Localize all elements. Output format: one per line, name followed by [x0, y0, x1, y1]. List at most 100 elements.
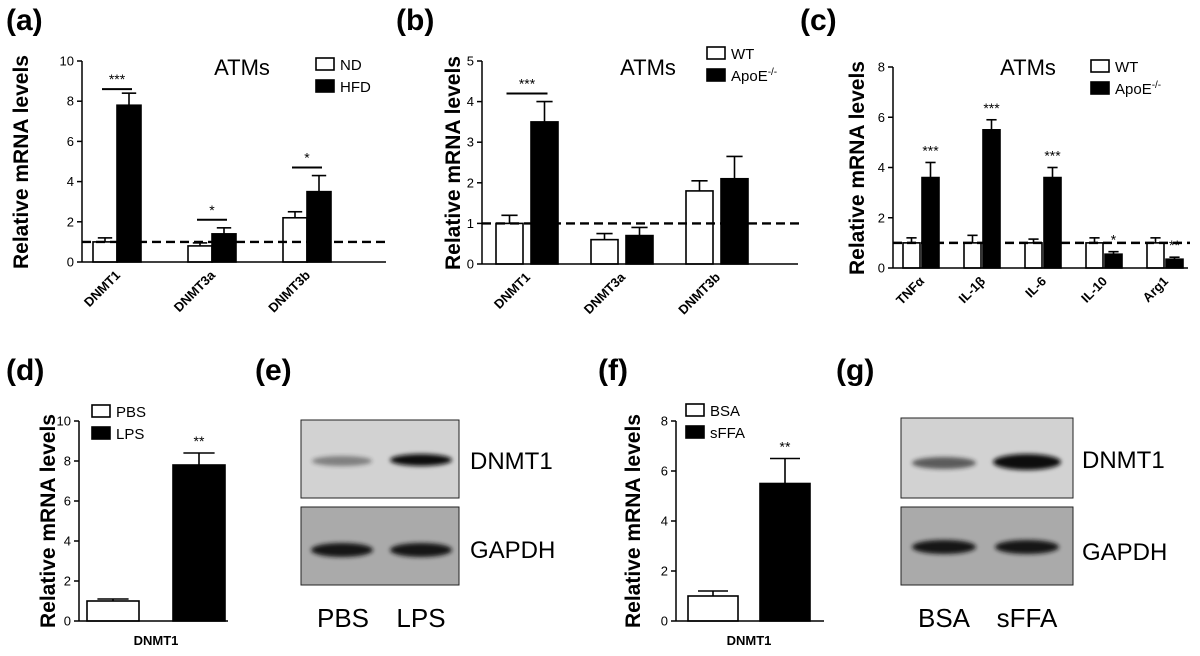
chart-title: ATMs	[214, 55, 270, 80]
legend-swatch	[315, 57, 335, 71]
y-tick-label: 4	[67, 174, 74, 189]
legend-label: ApoE-/-	[1115, 80, 1161, 98]
bar	[86, 600, 140, 622]
y-tick-label: 6	[661, 464, 668, 479]
y-tick-label: 6	[64, 494, 71, 509]
bar	[187, 245, 213, 263]
y-tick-label: 8	[67, 94, 74, 109]
y-axis-label: Relative mRNA levels	[846, 61, 869, 275]
blot-e-lane-label: LPS	[396, 603, 445, 633]
significance-label: ***	[519, 75, 536, 91]
western-blot-e: DNMT1 GAPDH PBS LPS	[300, 419, 555, 633]
legend-swatch	[685, 425, 705, 439]
y-axis-label: Relative mRNA levels	[10, 55, 33, 269]
blot-e-bottom-label: GAPDH	[470, 537, 555, 564]
significance-label: **	[1169, 237, 1180, 253]
bar	[211, 233, 237, 263]
legend-label: WT	[1115, 59, 1138, 76]
legend-label: ApoE-/-	[731, 67, 777, 85]
y-tick-label: 2	[661, 564, 668, 579]
bar	[963, 242, 982, 269]
legend-swatch	[1090, 81, 1110, 95]
x-tick-label: DNMT3b	[675, 269, 723, 317]
y-tick-label: 6	[878, 110, 885, 125]
y-tick-label: 0	[467, 257, 474, 272]
y-tick-label: 4	[64, 534, 71, 549]
y-tick-label: 4	[661, 514, 668, 529]
blot-e-top-label: DNMT1	[470, 448, 553, 475]
legend-label-superscript: -/-	[1152, 80, 1161, 91]
bar	[282, 216, 308, 263]
blot-band	[995, 540, 1059, 554]
bar	[116, 104, 142, 263]
bar	[172, 464, 226, 622]
blot-band	[912, 540, 976, 554]
bar	[902, 242, 921, 269]
y-tick-label: 5	[467, 54, 474, 69]
chart-title: ATMs	[1000, 55, 1056, 80]
y-tick-label: 0	[661, 614, 668, 629]
blot-e-lane-label: PBS	[317, 603, 369, 633]
legend-label: sFFA	[710, 425, 745, 442]
x-tick-label: DNMT1	[727, 633, 772, 648]
legend-swatch	[91, 426, 111, 440]
bar	[720, 177, 749, 265]
y-tick-label: 2	[878, 210, 885, 225]
panel-letter-d: (d)	[6, 354, 44, 387]
y-axis-label: Relative mRNA levels	[442, 56, 465, 270]
y-axis-label: Relative mRNA levels	[37, 414, 60, 628]
chart-panel-a: 0 2 4 6 8 10 Relative mRNA levels ATMs DNMT1 DNMT…	[10, 54, 388, 315]
y-tick-label: 0	[67, 255, 74, 270]
blot-g-top-label: DNMT1	[1082, 447, 1165, 474]
significance-label: ***	[1044, 148, 1061, 164]
panel-letter-a: (a)	[6, 4, 43, 37]
chart-panel-c: 0 2 4 6 8 Relative mRNA levels ATMs TNFα IL-1β IL…	[846, 55, 1190, 308]
panel-letter-g: (g)	[836, 354, 874, 387]
x-tick-label: TNFα	[893, 274, 927, 308]
bar	[1104, 253, 1123, 269]
y-tick-label: 2	[67, 214, 74, 229]
y-axis-label: Relative mRNA levels	[622, 414, 645, 628]
y-tick-label: 2	[467, 175, 474, 190]
bar	[1165, 258, 1184, 269]
significance-label: ***	[109, 71, 126, 87]
blot-band	[912, 457, 976, 469]
bar	[590, 238, 619, 265]
blot-band	[390, 454, 452, 466]
blot-band	[311, 543, 373, 557]
y-tick-label: 10	[60, 54, 74, 69]
panel-letter-e: (e)	[255, 354, 292, 387]
x-tick-label: DNMT3a	[171, 267, 219, 315]
blot-g-lane-label: sFFA	[997, 603, 1058, 633]
y-tick-label: 1	[467, 216, 474, 231]
x-tick-label: DNMT3b	[265, 267, 313, 315]
blot-band	[993, 454, 1061, 470]
legend-swatch	[315, 79, 335, 93]
legend-label: BSA	[710, 403, 740, 420]
bar	[1024, 242, 1043, 269]
legend-swatch	[706, 68, 726, 82]
panel-letter-b: (b)	[396, 4, 434, 37]
y-tick-label: 0	[64, 614, 71, 629]
bar	[1043, 176, 1062, 269]
blot-band	[390, 543, 452, 557]
y-tick-label: 4	[878, 160, 885, 175]
x-tick-label: IL-10	[1078, 274, 1110, 306]
chart-panel-f: 0 2 4 6 8 Relative mRNA levels DNMT1 ** BSA sFFA	[622, 403, 824, 648]
legend-swatch	[706, 46, 726, 60]
bar	[1146, 242, 1165, 269]
bar	[759, 482, 811, 622]
y-tick-label: 8	[878, 60, 885, 75]
bar	[1085, 242, 1104, 269]
y-tick-label: 10	[57, 414, 71, 429]
legend-swatch	[1090, 59, 1110, 73]
bar	[982, 129, 1001, 269]
blot-band	[312, 456, 372, 466]
bar	[306, 190, 332, 263]
blot-g-bottom-label: GAPDH	[1082, 539, 1167, 566]
x-tick-label: Arg1	[1140, 274, 1172, 306]
bar	[625, 234, 654, 265]
y-tick-label: 2	[64, 574, 71, 589]
